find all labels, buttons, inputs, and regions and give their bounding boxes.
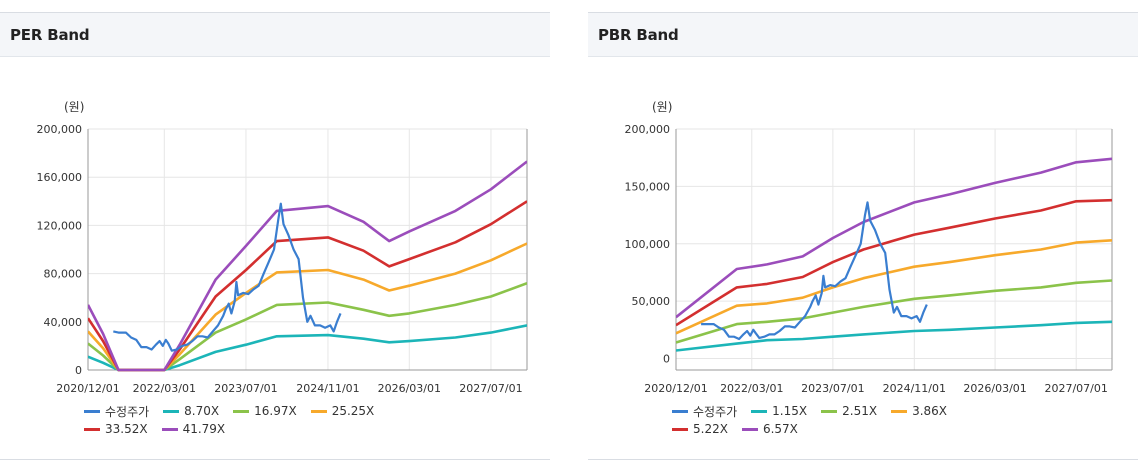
pbr-x-tick-label: 2026/03/01 (963, 382, 1026, 395)
pbr-legend-item[interactable]: 5.22X (672, 422, 728, 436)
per-legend-item[interactable]: 41.79X (161, 422, 226, 436)
per-y-tick-label: 200,000 (37, 123, 83, 136)
legend-swatch (233, 409, 250, 413)
pbr-series-3-86x (676, 239, 1112, 335)
per-y-tick-label: 0 (75, 364, 82, 377)
pbr-x-tick-label: 2023/07/01 (801, 382, 864, 395)
per-x-tick-label: 2023/07/01 (214, 382, 277, 395)
pbr-y-tick-label: 150,000 (625, 180, 671, 193)
legend-row: 수정주가 1.15X 2.51X 3.86X (672, 402, 961, 420)
legend-label: 수정주가 (693, 404, 738, 419)
pbr-x-tick-label: 2024/11/01 (883, 382, 946, 395)
per-legend-item[interactable]: 33.52X (84, 422, 148, 436)
pbr-legend-item[interactable]: 2.51X (821, 404, 877, 418)
legend-label: 3.86X (912, 404, 948, 418)
legend-label: 수정주가 (105, 404, 150, 419)
per-band-legend: 수정주가 8.70X 16.97X 25.25X 33.52X 41.79X (84, 402, 388, 438)
per-series-41-79x (88, 160, 527, 372)
legend-swatch (741, 427, 758, 431)
legend-swatch (891, 409, 908, 413)
legend-row: 33.52X 41.79X (84, 420, 388, 438)
pbr-legend-item[interactable]: 1.15X (751, 404, 807, 418)
pbr-band-header: PBR Band (588, 13, 1138, 57)
pbr-x-tick-label: 2027/07/01 (1044, 382, 1107, 395)
pbr-series-1-15x (676, 320, 1112, 352)
per-x-tick-label: 2027/07/01 (459, 382, 522, 395)
legend-label: 16.97X (254, 404, 297, 418)
per-series-33-52x (88, 200, 527, 372)
legend-swatch (161, 427, 178, 431)
pbr-y-tick-label: 50,000 (632, 295, 671, 308)
per-x-tick-label: 2026/03/01 (378, 382, 441, 395)
per-band-header: PER Band (0, 13, 550, 57)
pbr-series-2-51x (676, 279, 1112, 344)
per-x-tick-label: 2024/11/01 (296, 382, 359, 395)
legend-swatch (672, 409, 688, 413)
pbr-series-series-0-price (701, 201, 928, 341)
per-series-16-97x (88, 281, 527, 372)
legend-label: 1.15X (772, 404, 808, 418)
pbr-y-tick-label: 100,000 (625, 238, 671, 251)
legend-label: 8.70X (184, 404, 220, 418)
legend-label: 2.51X (842, 404, 878, 418)
pbr-y-tick-label: 200,000 (625, 123, 671, 136)
legend-row: 5.22X 6.57X (672, 420, 961, 438)
legend-row: 수정주가 8.70X 16.97X 25.25X (84, 402, 388, 420)
per-series-series-0-price (113, 202, 342, 352)
per-y-tick-label: 120,000 (37, 219, 83, 232)
per-legend-item[interactable]: 25.25X (310, 404, 375, 418)
per-legend-item[interactable]: 8.70X (163, 404, 219, 418)
legend-swatch (751, 409, 768, 413)
pbr-legend-item[interactable]: 6.57X (741, 422, 798, 436)
per-legend-item[interactable]: 수정주가 (84, 403, 149, 420)
legend-swatch (84, 409, 100, 413)
pbr-legend-item[interactable]: 3.86X (891, 404, 947, 418)
pbr-band-panel: PBR Band (원) 0 50,000 100,000 150,000 200,000… (588, 12, 1138, 460)
legend-label: 33.52X (105, 422, 148, 436)
per-band-title: PER Band (10, 25, 90, 44)
pbr-y-tick-label: 0 (663, 353, 670, 366)
per-series-25-25x (88, 242, 527, 372)
pbr-legend-item[interactable]: 수정주가 (672, 403, 737, 420)
legend-swatch (672, 427, 688, 431)
per-y-tick-label: 80,000 (44, 268, 83, 281)
pbr-x-tick-label: 2020/12/01 (644, 382, 707, 395)
per-band-chart: (원) 0 40,000 80,000 120,000 160,000 200,000 202… (37, 100, 528, 395)
per-unit-label: (원) (64, 100, 84, 114)
pbr-series-6-57x (676, 157, 1112, 319)
pbr-x-tick-label: 2022/03/01 (720, 382, 783, 395)
pbr-band-legend: 수정주가 1.15X 2.51X 3.86X 5.22X 6.57X (672, 402, 961, 438)
pbr-band-title: PBR Band (598, 25, 679, 44)
legend-swatch (163, 409, 180, 413)
legend-label: 6.57X (762, 422, 798, 436)
per-y-tick-label: 160,000 (37, 171, 83, 184)
per-y-tick-label: 40,000 (44, 316, 83, 329)
legend-label: 41.79X (182, 422, 226, 436)
legend-swatch (84, 427, 100, 431)
legend-label: 25.25X (331, 404, 375, 418)
per-legend-item[interactable]: 16.97X (233, 404, 297, 418)
pbr-series-5-22x (676, 198, 1112, 327)
legend-swatch (821, 409, 838, 413)
legend-label: 5.22X (693, 422, 728, 436)
pbr-band-chart: (원) 0 50,000 100,000 150,000 200,000 2020/12/0… (625, 100, 1113, 395)
per-band-panel: PER Band (원) 0 40,000 80,000 120,000 160,000 2… (0, 12, 550, 460)
per-x-tick-label: 2022/03/01 (133, 382, 196, 395)
per-x-tick-label: 2020/12/01 (56, 382, 119, 395)
legend-swatch (310, 409, 327, 413)
pbr-unit-label: (원) (652, 100, 672, 114)
